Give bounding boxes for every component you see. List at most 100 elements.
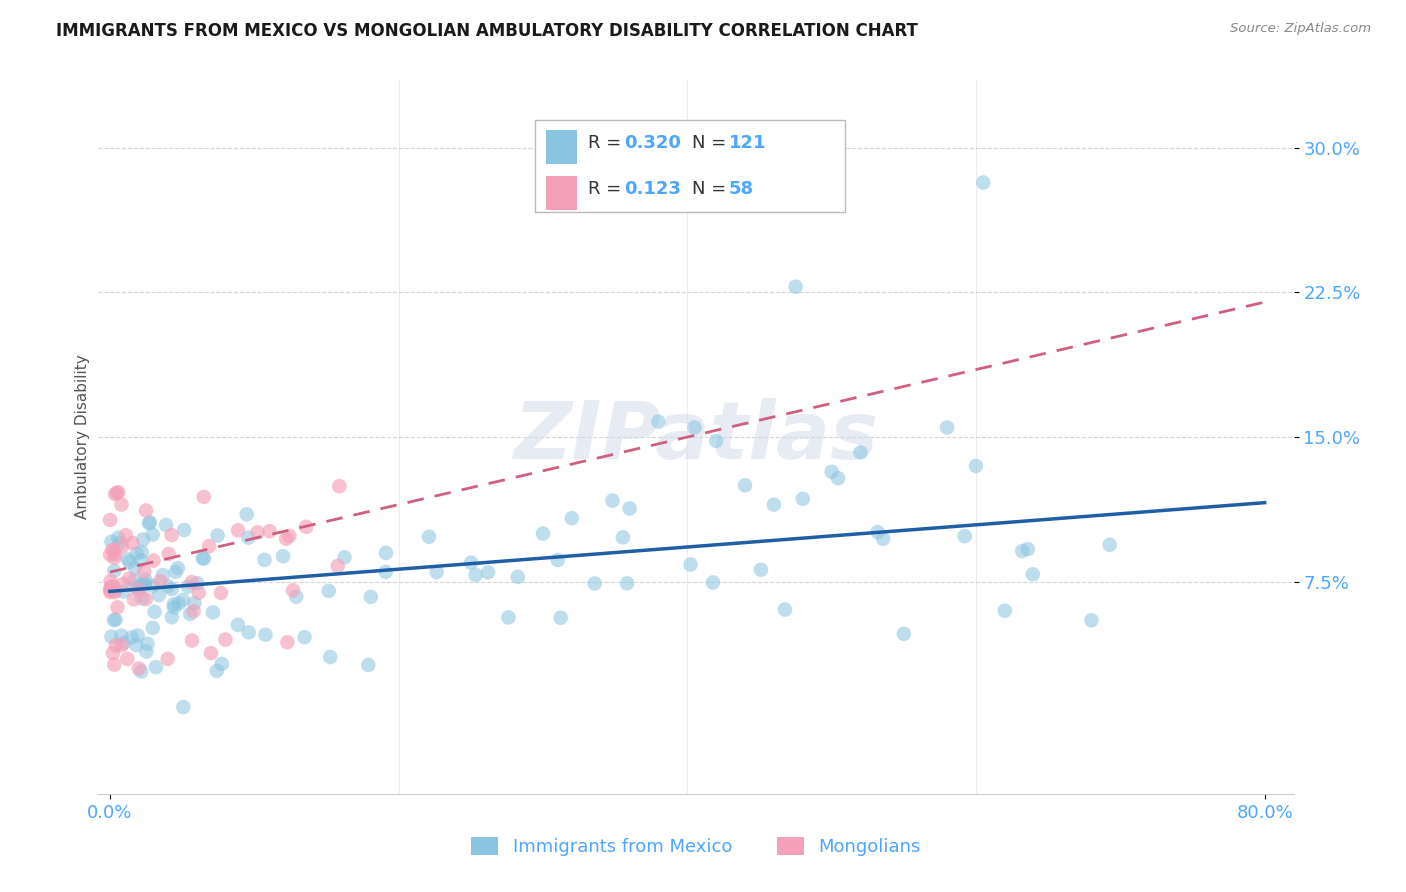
Point <box>127 628 149 642</box>
Point <box>143 605 166 619</box>
Point <box>124 574 146 588</box>
Point <box>145 660 167 674</box>
Point <box>142 579 165 593</box>
Point <box>619 501 641 516</box>
Point <box>103 657 125 672</box>
Point <box>460 556 482 570</box>
Point <box>276 635 298 649</box>
Point <box>328 479 350 493</box>
Point <box>104 585 127 599</box>
Point <box>506 570 529 584</box>
Point <box>124 561 146 575</box>
Point <box>531 526 554 541</box>
Point <box>827 471 849 485</box>
Point <box>142 553 165 567</box>
Point <box>994 604 1017 618</box>
Point <box>104 487 127 501</box>
Point <box>103 550 125 565</box>
Text: 0.320: 0.320 <box>624 134 682 152</box>
Point <box>209 586 232 600</box>
Point <box>254 628 277 642</box>
Point <box>112 577 135 591</box>
Point <box>157 547 180 561</box>
Point <box>111 540 134 554</box>
Point <box>602 493 624 508</box>
Point <box>464 568 486 582</box>
Point <box>683 420 706 434</box>
Point <box>172 700 194 714</box>
Point <box>172 593 194 607</box>
Point <box>186 576 208 591</box>
Point <box>333 550 356 565</box>
Point <box>152 568 174 582</box>
Text: ZIPatlas: ZIPatlas <box>513 398 879 476</box>
Point <box>238 625 260 640</box>
Point <box>128 661 150 675</box>
Point <box>426 565 449 579</box>
Point <box>191 551 214 566</box>
Point <box>281 583 304 598</box>
Point <box>101 543 124 558</box>
Point <box>129 553 152 567</box>
Point <box>98 582 121 596</box>
Point <box>135 503 157 517</box>
Point <box>965 458 987 473</box>
Point <box>110 629 132 643</box>
Point <box>112 584 135 599</box>
Point <box>936 420 959 434</box>
Point <box>734 478 756 492</box>
Text: 121: 121 <box>728 134 766 152</box>
Point <box>121 631 143 645</box>
Point <box>98 585 121 599</box>
Point <box>702 575 724 590</box>
Point <box>1017 542 1039 557</box>
Point <box>1080 613 1102 627</box>
Point <box>139 516 162 530</box>
Point <box>357 657 380 672</box>
Point <box>561 511 583 525</box>
Point <box>226 524 249 538</box>
Point <box>360 590 382 604</box>
Point <box>98 548 121 562</box>
Point <box>107 485 129 500</box>
Point <box>647 415 669 429</box>
Point <box>200 646 222 660</box>
Point <box>179 607 201 621</box>
Point <box>138 516 160 530</box>
Point <box>105 486 128 500</box>
Point <box>118 572 141 586</box>
Point <box>163 600 186 615</box>
Text: R =: R = <box>588 134 627 152</box>
Point <box>214 632 236 647</box>
Text: Source: ZipAtlas.com: Source: ZipAtlas.com <box>1230 22 1371 36</box>
Point <box>103 543 125 558</box>
Point <box>157 579 180 593</box>
Point <box>118 555 141 569</box>
Point <box>271 549 294 564</box>
Point <box>114 528 136 542</box>
Point <box>498 610 520 624</box>
Point <box>121 536 143 550</box>
Point <box>238 531 260 545</box>
Point <box>550 611 572 625</box>
Point <box>278 529 301 543</box>
Point <box>149 574 172 588</box>
Point <box>131 591 153 606</box>
Point <box>110 639 132 653</box>
Point <box>167 597 190 611</box>
Point <box>866 525 889 540</box>
Point <box>201 606 224 620</box>
Point <box>679 558 702 572</box>
Point <box>872 532 894 546</box>
Point <box>163 598 186 612</box>
Point <box>547 553 569 567</box>
Point <box>183 604 205 618</box>
Point <box>762 498 785 512</box>
Point <box>180 575 202 590</box>
Text: IMMIGRANTS FROM MEXICO VS MONGOLIAN AMBULATORY DISABILITY CORRELATION CHART: IMMIGRANTS FROM MEXICO VS MONGOLIAN AMBU… <box>56 22 918 40</box>
Point <box>820 465 842 479</box>
Point <box>100 574 122 588</box>
Point <box>107 531 129 545</box>
Point <box>612 530 634 544</box>
Point <box>112 636 135 650</box>
